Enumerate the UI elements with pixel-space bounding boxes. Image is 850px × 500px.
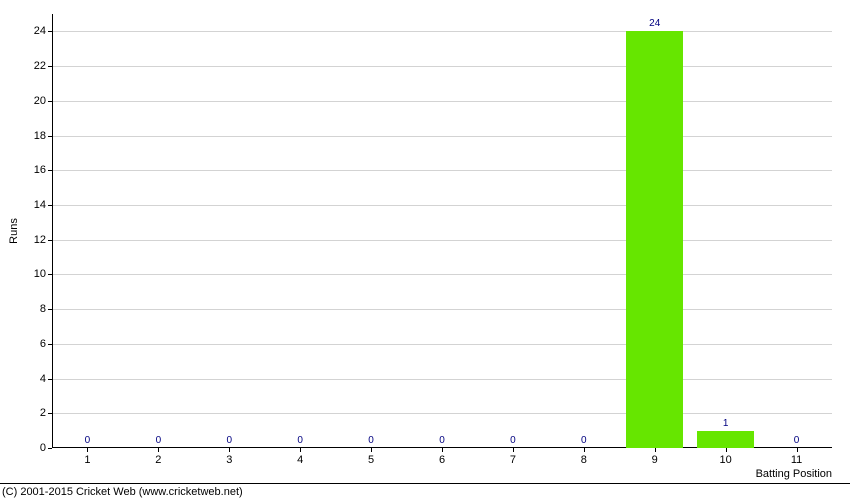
- bar-slot: 0: [265, 14, 336, 448]
- copyright-divider: [0, 483, 850, 484]
- bar-value-label: 0: [85, 435, 91, 446]
- bar-slot: 0: [123, 14, 194, 448]
- x-tick: [300, 448, 301, 452]
- bar-value-label: 0: [156, 435, 162, 446]
- y-axis-title: Runs: [8, 218, 20, 244]
- x-tick: [442, 448, 443, 452]
- y-tick-label: 4: [40, 373, 46, 385]
- bar-slot: 0: [336, 14, 407, 448]
- x-axis-title: Batting Position: [756, 468, 832, 480]
- bar-slot: 0: [548, 14, 619, 448]
- bar-value-label: 0: [510, 435, 516, 446]
- bar-slot: 0: [761, 14, 832, 448]
- y-tick-label: 2: [40, 407, 46, 419]
- x-tick-label: 2: [155, 454, 161, 466]
- x-tick-label: 8: [581, 454, 587, 466]
- bar-value-label: 0: [581, 435, 587, 446]
- y-tick-label: 22: [34, 60, 46, 72]
- bar-value-label: 1: [723, 418, 729, 429]
- x-tick-label: 3: [226, 454, 232, 466]
- bar-value-label: 0: [439, 435, 445, 446]
- bar-value-label: 0: [297, 435, 303, 446]
- y-tick-label: 12: [34, 234, 46, 246]
- y-tick-label: 10: [34, 268, 46, 280]
- y-tick: [48, 448, 52, 449]
- x-tick: [584, 448, 585, 452]
- y-tick-label: 8: [40, 303, 46, 315]
- x-tick: [229, 448, 230, 452]
- x-tick-label: 10: [720, 454, 732, 466]
- copyright-text: (C) 2001-2015 Cricket Web (www.cricketwe…: [2, 486, 243, 498]
- x-tick: [726, 448, 727, 452]
- y-tick-label: 20: [34, 95, 46, 107]
- bar-value-label: 0: [368, 435, 374, 446]
- x-tick-label: 6: [439, 454, 445, 466]
- bar-value-label: 0: [794, 435, 800, 446]
- chart-container: 0246810121416182022240102030405060708249…: [0, 0, 850, 500]
- x-tick: [158, 448, 159, 452]
- plot-area: 0246810121416182022240102030405060708249…: [52, 14, 832, 448]
- y-tick-label: 14: [34, 199, 46, 211]
- x-tick: [513, 448, 514, 452]
- x-tick: [797, 448, 798, 452]
- y-tick-label: 16: [34, 164, 46, 176]
- bar-slot: 1: [690, 14, 761, 448]
- bar: [697, 431, 754, 448]
- y-tick-label: 24: [34, 25, 46, 37]
- x-tick-label: 9: [652, 454, 658, 466]
- y-tick-label: 18: [34, 130, 46, 142]
- x-tick: [87, 448, 88, 452]
- y-tick-label: 0: [40, 442, 46, 454]
- x-tick-label: 11: [791, 454, 802, 466]
- x-tick-label: 4: [297, 454, 303, 466]
- x-tick: [371, 448, 372, 452]
- bar-slot: 0: [194, 14, 265, 448]
- x-tick: [655, 448, 656, 452]
- x-tick-label: 1: [84, 454, 90, 466]
- y-tick-label: 6: [40, 338, 46, 350]
- bar-slot: 0: [52, 14, 123, 448]
- x-tick-label: 5: [368, 454, 374, 466]
- bar-value-label: 0: [226, 435, 232, 446]
- bar-value-label: 24: [649, 18, 660, 29]
- bar: [626, 31, 683, 448]
- x-tick-label: 7: [510, 454, 516, 466]
- bar-slot: 0: [407, 14, 478, 448]
- bar-slot: 24: [619, 14, 690, 448]
- bar-slot: 0: [477, 14, 548, 448]
